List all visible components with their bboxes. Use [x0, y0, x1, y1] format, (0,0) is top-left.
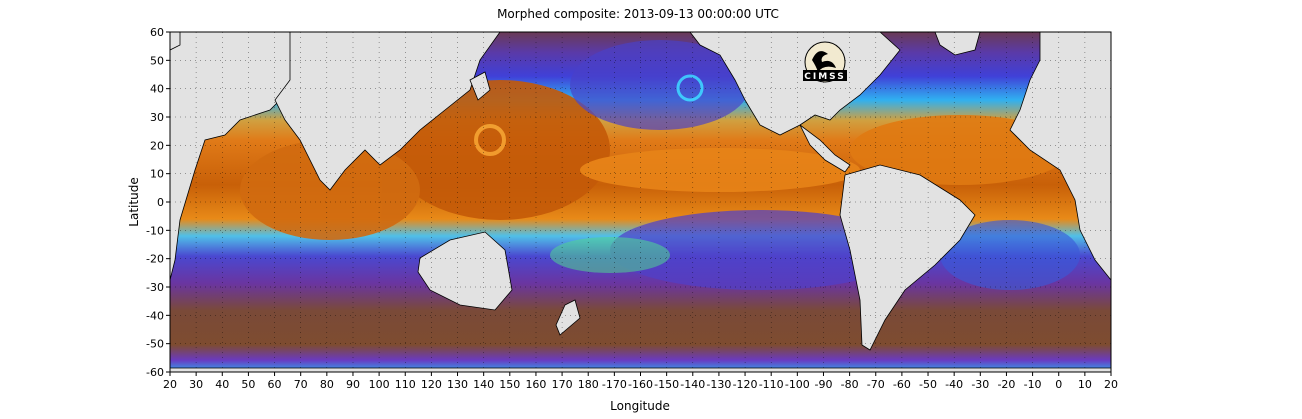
y-tick-label: -20 — [146, 253, 164, 266]
y-tick-label: 40 — [150, 83, 164, 96]
x-tick-label: 50 — [241, 378, 255, 391]
landmasses — [170, 32, 1111, 372]
x-tick-label: 130 — [447, 378, 468, 391]
x-tick-label: -90 — [814, 378, 832, 391]
x-axis-label: Longitude — [610, 399, 670, 413]
dry-zone-south-atlantic — [940, 220, 1080, 290]
x-tick-label: -80 — [841, 378, 859, 391]
landmass-australia — [417, 231, 513, 311]
x-tick-label: 170 — [552, 378, 573, 391]
logo-swirl-icon — [812, 51, 836, 72]
y-axis-ticks: 60 50 40 30 20 10 0 -10 -20 -30 -40 -50 -60 — [146, 26, 170, 379]
x-tick-label: -40 — [945, 378, 963, 391]
y-tick-label: -50 — [146, 338, 164, 351]
map-title: Morphed composite: 2013-09-13 00:00:00 U… — [497, 7, 779, 21]
x-tick-label: -100 — [785, 378, 810, 391]
y-tick-label: 50 — [150, 54, 164, 67]
x-tick-label: 0 — [1055, 378, 1062, 391]
y-tick-label: 60 — [150, 26, 164, 39]
x-tick-label: -160 — [628, 378, 653, 391]
cyclone-swirl — [474, 124, 506, 156]
x-tick-label: 90 — [346, 378, 360, 391]
x-tick-label: 180 — [578, 378, 599, 391]
x-tick-label: -70 — [867, 378, 885, 391]
y-tick-label: 30 — [150, 111, 164, 124]
x-tick-label: -150 — [654, 378, 679, 391]
x-tick-label: 80 — [320, 378, 334, 391]
landmass-antarctica-edge — [170, 367, 1111, 372]
x-tick-label: -50 — [919, 378, 937, 391]
x-tick-label: 20 — [1104, 378, 1118, 391]
dry-zone-se-pacific — [610, 210, 910, 290]
x-axis-ticks: 20 30 40 50 60 70 80 90 100 110 120 130 140 150 160 170… — [163, 372, 1118, 391]
y-tick-label: -40 — [146, 309, 164, 322]
landmass-japan — [469, 71, 491, 101]
x-tick-label: 10 — [1078, 378, 1092, 391]
x-tick-label: 100 — [369, 378, 390, 391]
logo-text: CIMSS — [804, 72, 845, 82]
x-tick-label: -110 — [759, 378, 784, 391]
landmass-new-zealand — [555, 299, 581, 336]
moisture-features — [240, 40, 1080, 290]
x-tick-label: 150 — [499, 378, 520, 391]
dry-zone-north-pacific — [570, 40, 750, 130]
y-tick-label: -10 — [146, 224, 164, 237]
x-tick-label: 140 — [473, 378, 494, 391]
x-tick-label: 70 — [294, 378, 308, 391]
x-tick-label: -60 — [893, 378, 911, 391]
landmass-europe-north — [170, 32, 181, 51]
x-tick-label: -30 — [971, 378, 989, 391]
x-tick-label: -10 — [1024, 378, 1042, 391]
grid-lines — [170, 32, 1111, 372]
landmass-north-america — [689, 32, 901, 136]
x-tick-label: 30 — [189, 378, 203, 391]
x-tick-label: -140 — [680, 378, 705, 391]
y-tick-label: 10 — [150, 168, 164, 181]
landmass-central-america — [799, 124, 851, 173]
x-tick-label: 160 — [525, 378, 546, 391]
y-tick-label: -60 — [146, 366, 164, 379]
y-tick-label: 20 — [150, 139, 164, 152]
x-tick-label: 60 — [268, 378, 282, 391]
x-tick-label: 40 — [215, 378, 229, 391]
y-tick-label: -30 — [146, 281, 164, 294]
spcz-band — [550, 237, 670, 273]
moist-band-east-pacific — [580, 148, 860, 192]
landmass-africa-east — [1009, 32, 1111, 281]
y-axis-label: Latitude — [127, 177, 141, 226]
logo-banner — [803, 70, 847, 81]
x-tick-label: 110 — [395, 378, 416, 391]
cimss-logo: CIMSS — [803, 41, 847, 83]
landmass-south-america — [839, 164, 976, 351]
x-tick-label: -20 — [997, 378, 1015, 391]
north-pacific-swirl — [676, 74, 704, 102]
x-tick-label: -130 — [706, 378, 731, 391]
map-area — [170, 32, 1111, 372]
landmass-greenland — [934, 32, 981, 56]
x-tick-label: 120 — [421, 378, 442, 391]
x-tick-label: -170 — [602, 378, 627, 391]
x-tick-label: 20 — [163, 378, 177, 391]
y-tick-label: 0 — [157, 196, 164, 209]
x-tick-label: -120 — [733, 378, 758, 391]
